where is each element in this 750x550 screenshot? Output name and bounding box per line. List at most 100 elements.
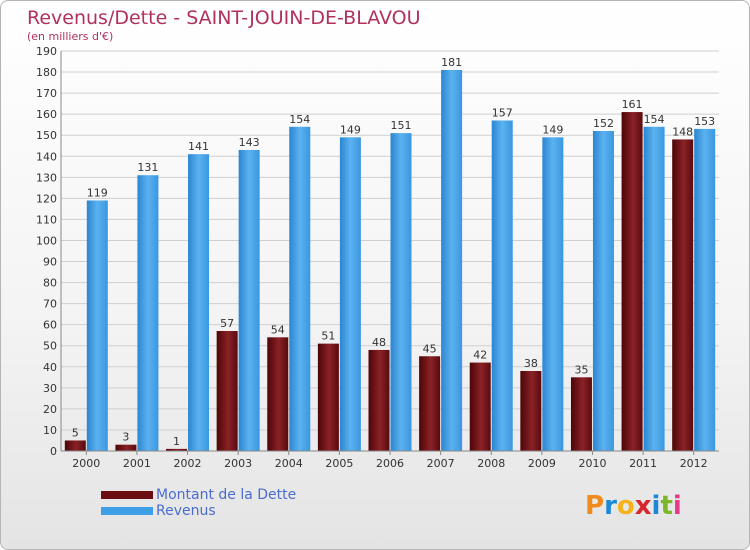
bar-revenus xyxy=(441,69,463,452)
bar-dette xyxy=(267,337,289,451)
value-label-dette: 42 xyxy=(473,349,487,362)
y-tick-label: 120 xyxy=(36,192,57,205)
bar-revenus xyxy=(86,200,108,451)
y-tick-label: 160 xyxy=(36,108,57,121)
logo-letter: r xyxy=(604,491,617,521)
x-tick-label: 2008 xyxy=(477,457,505,470)
bar-revenus xyxy=(592,131,614,451)
bar-revenus xyxy=(289,126,311,451)
y-tick-label: 40 xyxy=(43,361,57,374)
legend-label-revenus: Revenus xyxy=(156,503,216,519)
value-label-dette: 45 xyxy=(423,342,437,355)
y-tick-label: 20 xyxy=(43,403,57,416)
value-label-revenus: 181 xyxy=(441,56,462,69)
bar-dette xyxy=(570,377,592,451)
y-tick-label: 170 xyxy=(36,87,57,100)
bar-dette xyxy=(672,139,694,451)
legend-swatch-revenus xyxy=(101,507,153,515)
x-tick-label: 2003 xyxy=(224,457,252,470)
value-label-dette: 38 xyxy=(524,357,538,370)
bar-dette xyxy=(317,343,339,451)
bar-revenus xyxy=(137,175,159,452)
x-tick-label: 2005 xyxy=(325,457,353,470)
bar-revenus xyxy=(390,133,412,451)
legend-item-dette: Montant de la Dette xyxy=(101,487,296,503)
y-tick-label: 140 xyxy=(36,150,57,163)
x-tick-label: 2000 xyxy=(72,457,100,470)
x-tick-label: 2011 xyxy=(629,457,657,470)
x-tick-label: 2007 xyxy=(427,457,455,470)
bar-dette xyxy=(621,112,643,451)
bar-dette xyxy=(216,331,238,451)
bar-dette xyxy=(469,362,491,451)
logo-letter: t xyxy=(660,491,673,521)
x-tick-label: 2009 xyxy=(528,457,556,470)
chart-subtitle: (en milliers d'€) xyxy=(27,30,114,43)
x-tick-label: 2001 xyxy=(123,457,151,470)
value-label-revenus: 151 xyxy=(391,119,412,132)
logo-letter: i xyxy=(651,491,661,521)
bar-revenus xyxy=(238,149,260,451)
legend-label-dette: Montant de la Dette xyxy=(156,487,297,503)
x-tick-label: 2002 xyxy=(174,457,202,470)
value-label-dette: 3 xyxy=(122,431,129,444)
legend-swatch-dette xyxy=(101,491,153,499)
proxiti-logo: Proxiti xyxy=(585,491,682,521)
bar-revenus xyxy=(339,137,361,451)
y-tick-label: 10 xyxy=(43,424,57,437)
value-label-dette: 51 xyxy=(321,330,335,343)
bar-dette xyxy=(166,448,188,451)
y-tick-label: 80 xyxy=(43,277,57,290)
value-label-dette: 5 xyxy=(72,426,79,439)
y-tick-label: 150 xyxy=(36,129,57,142)
x-tick-label: 2012 xyxy=(680,457,708,470)
bar-dette xyxy=(419,356,441,451)
value-label-revenus: 154 xyxy=(289,113,310,126)
value-label-revenus: 119 xyxy=(87,186,108,199)
y-tick-label: 90 xyxy=(43,256,57,269)
y-tick-label: 100 xyxy=(36,234,57,247)
value-label-revenus: 157 xyxy=(492,106,513,119)
y-tick-label: 70 xyxy=(43,298,57,311)
bar-revenus xyxy=(542,137,564,451)
y-tick-label: 130 xyxy=(36,171,57,184)
y-tick-label: 190 xyxy=(36,45,57,58)
y-tick-label: 0 xyxy=(50,445,57,458)
bar-revenus xyxy=(694,128,716,451)
value-label-dette: 161 xyxy=(622,98,643,111)
value-label-dette: 48 xyxy=(372,336,386,349)
logo-letter: o xyxy=(616,491,635,521)
value-label-dette: 148 xyxy=(672,125,693,138)
value-label-revenus: 153 xyxy=(694,115,715,128)
chart-legend: Montant de la Dette Revenus xyxy=(101,487,296,519)
bar-dette xyxy=(368,349,390,451)
bar-dette xyxy=(520,371,542,451)
bar-dette xyxy=(115,444,137,451)
value-label-revenus: 131 xyxy=(137,161,158,174)
value-label-revenus: 149 xyxy=(340,123,361,136)
value-label-revenus: 143 xyxy=(239,136,260,149)
x-tick-label: 2010 xyxy=(578,457,606,470)
y-tick-label: 60 xyxy=(43,319,57,332)
logo-letter: P xyxy=(585,491,605,521)
value-label-revenus: 141 xyxy=(188,140,209,153)
logo-letter: i xyxy=(672,491,682,521)
y-tick-label: 110 xyxy=(36,213,57,226)
chart-title: Revenus/Dette - SAINT-JOUIN-DE-BLAVOU xyxy=(27,7,421,29)
legend-item-revenus: Revenus xyxy=(101,503,296,519)
x-tick-label: 2006 xyxy=(376,457,404,470)
bar-revenus xyxy=(188,154,210,451)
bar-dette xyxy=(64,440,86,451)
value-label-revenus: 154 xyxy=(644,113,665,126)
bar-revenus xyxy=(643,126,665,451)
value-label-dette: 35 xyxy=(574,363,588,376)
y-tick-label: 180 xyxy=(36,66,57,79)
y-tick-label: 50 xyxy=(43,340,57,353)
value-label-dette: 1 xyxy=(173,435,180,448)
value-label-revenus: 152 xyxy=(593,117,614,130)
value-label-revenus: 149 xyxy=(542,123,563,136)
x-tick-label: 2004 xyxy=(275,457,303,470)
bar-revenus xyxy=(491,120,513,451)
